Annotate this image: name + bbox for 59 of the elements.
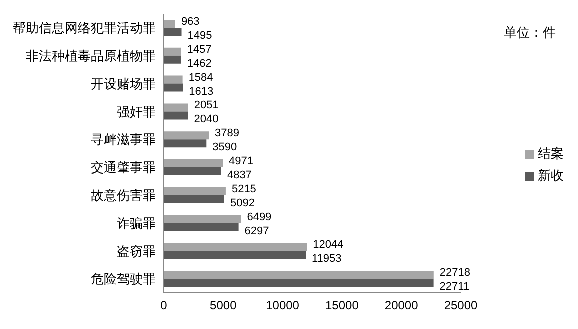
bar: [164, 279, 434, 288]
bar: [164, 132, 210, 140]
legend-label: 结案: [538, 146, 564, 160]
x-tick-label: 10000: [266, 298, 300, 313]
data-label: 22711: [440, 281, 470, 294]
data-label: 3590: [212, 142, 238, 154]
y-tick-label: 开设赌场罪: [91, 76, 156, 92]
bar: [164, 112, 188, 120]
x-tick-label: 15000: [326, 298, 360, 313]
bar: [164, 160, 224, 168]
bar: [164, 20, 176, 28]
y-tick-label: 强奸罪: [117, 104, 156, 120]
y-tick-label: 盗窃罪: [117, 244, 156, 259]
data-label: 22718: [440, 267, 470, 280]
bar: [164, 271, 434, 280]
bar: [164, 223, 239, 232]
x-tick-label: 5000: [210, 298, 238, 313]
data-label: 6499: [247, 211, 272, 224]
bar: [164, 195, 224, 204]
data-label: 4837: [227, 170, 252, 182]
data-label: 2040: [194, 114, 219, 126]
bar: [164, 251, 306, 260]
y-tick-label: 故意伤害罪: [91, 188, 156, 203]
y-tick-label: 诈骗罪: [117, 216, 156, 231]
data-label: 1613: [189, 86, 214, 98]
data-label: 6297: [244, 225, 270, 238]
data-label: 1495: [188, 30, 212, 42]
y-tick-label: 非法种植毒品原植物罪: [26, 48, 156, 64]
data-label: 4971: [229, 156, 254, 168]
bar: [164, 187, 226, 196]
bar: [164, 168, 222, 176]
data-label: 963: [181, 16, 200, 28]
y-tick-label: 帮助信息网络犯罪活动罪: [13, 20, 156, 36]
y-tick-label: 寻衅滋事罪: [91, 132, 156, 148]
data-label: 11953: [312, 253, 342, 266]
data-label: 5092: [230, 197, 255, 210]
bar: [164, 104, 188, 112]
bar: [164, 48, 182, 56]
legend-label: 新收: [538, 168, 564, 182]
text: 单位：件: [504, 24, 556, 42]
x-tick-label: 25000: [444, 298, 478, 313]
data-label: 12044: [313, 239, 344, 252]
y-tick-label: 危险驾驶罪: [91, 272, 156, 287]
bar: [164, 76, 183, 84]
x-tick-label: 20000: [384, 298, 419, 313]
bar: [164, 28, 182, 36]
data-label: 3789: [215, 128, 240, 140]
data-label: 5215: [232, 183, 256, 196]
bar: [164, 140, 207, 148]
bar: [164, 84, 184, 92]
bar: [164, 56, 182, 64]
y-tick-label: 交通肇事罪: [91, 160, 156, 176]
data-label: 1462: [187, 58, 212, 70]
data-label: 1584: [188, 72, 214, 84]
data-label: 2051: [194, 100, 219, 112]
bar: [164, 243, 308, 252]
x-tick-label: 0: [160, 298, 168, 313]
bar: [164, 215, 242, 224]
data-label: 1457: [187, 44, 212, 56]
